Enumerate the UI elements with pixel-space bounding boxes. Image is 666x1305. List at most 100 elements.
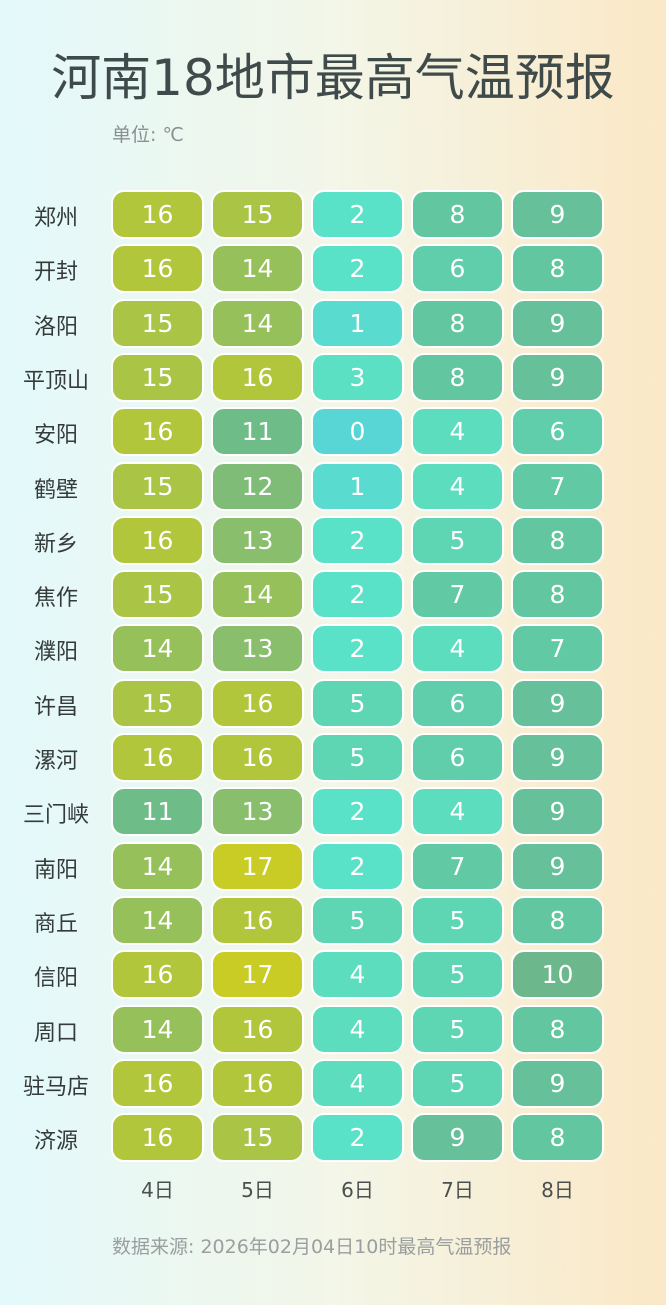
heatmap-cell: 14 xyxy=(211,298,304,348)
heatmap-cell: 6 xyxy=(411,733,504,782)
day-label: 7日 xyxy=(441,1178,474,1202)
heatmap-cell: 7 xyxy=(511,461,604,511)
heatmap-cell: 9 xyxy=(511,352,604,402)
heatmap-cell: 6 xyxy=(411,244,504,294)
heatmap-cell: 11 xyxy=(211,407,304,457)
heatmap-cell: 2 xyxy=(311,244,404,294)
heatmap-cell: 4 xyxy=(311,1004,404,1054)
city-label: 驻马店 xyxy=(22,1074,89,1100)
heatmap-cell: 10 xyxy=(511,950,604,1000)
heatmap-cell: 8 xyxy=(511,1113,604,1163)
heatmap-cell: 14 xyxy=(211,244,304,294)
heatmap-cell: 5 xyxy=(411,515,504,565)
heatmap-cell: 16 xyxy=(211,678,304,728)
city-label: 漯河 xyxy=(33,749,78,774)
city-label: 安阳 xyxy=(33,423,78,449)
city-label: 洛阳 xyxy=(33,314,78,340)
heatmap-cell: 14 xyxy=(111,624,204,674)
heatmap-cell: 16 xyxy=(111,1113,204,1163)
heatmap-cell: 13 xyxy=(211,787,304,837)
heatmap-cell: 16 xyxy=(211,895,304,945)
heatmap-cell: 5 xyxy=(311,733,404,782)
heatmap-cell: 2 xyxy=(311,787,404,837)
heatmap-cell: 8 xyxy=(511,895,604,945)
heatmap-cell: 9 xyxy=(511,298,604,348)
city-label: 信阳 xyxy=(33,966,78,992)
heatmap-cell: 17 xyxy=(211,841,304,891)
city-label: 郑州 xyxy=(33,206,78,231)
city-label: 周口 xyxy=(33,1020,78,1046)
heatmap-cell: 0 xyxy=(311,407,404,457)
page-title: 河南18地市最高气温预报 xyxy=(51,49,615,107)
city-label: 许昌 xyxy=(33,694,78,720)
city-label: 新乡 xyxy=(33,531,78,557)
heatmap-cell: 16 xyxy=(211,1004,304,1054)
heatmap-cell: 16 xyxy=(111,1058,204,1108)
heatmap-cell: 9 xyxy=(411,1113,504,1163)
heatmap-cell: 15 xyxy=(111,352,204,402)
heatmap-cell: 9 xyxy=(511,190,604,239)
day-label: 4日 xyxy=(141,1178,174,1202)
heatmap-cell: 15 xyxy=(111,570,204,620)
heatmap-cell: 13 xyxy=(211,624,304,674)
heatmap-cell: 4 xyxy=(411,407,504,457)
heatmap-cell: 16 xyxy=(111,515,204,565)
heatmap-cell: 9 xyxy=(511,1058,604,1108)
day-label: 6日 xyxy=(341,1178,374,1202)
heatmap-cell: 1 xyxy=(311,461,404,511)
heatmap-cell: 13 xyxy=(211,515,304,565)
city-label: 开封 xyxy=(33,260,78,286)
heatmap-cell: 12 xyxy=(211,461,304,511)
heatmap-cell: 16 xyxy=(211,1058,304,1108)
heatmap-cell: 4 xyxy=(311,950,404,1000)
heatmap-cell: 7 xyxy=(411,841,504,891)
heatmap-cell: 16 xyxy=(211,733,304,782)
heatmap-cell: 16 xyxy=(111,190,204,239)
city-label: 南阳 xyxy=(33,857,78,883)
heatmap-cell: 2 xyxy=(311,1113,404,1163)
heatmap-cell: 14 xyxy=(111,1004,204,1054)
city-label: 商丘 xyxy=(33,911,78,937)
heatmap-cell: 15 xyxy=(111,298,204,348)
heatmap-cell: 14 xyxy=(111,841,204,891)
city-label: 焦作 xyxy=(33,586,78,612)
heatmap-cell: 3 xyxy=(311,352,404,402)
city-label: 鹤壁 xyxy=(33,477,78,503)
heatmap-cell: 9 xyxy=(511,733,604,782)
heatmap-cell: 16 xyxy=(111,733,204,782)
heatmap-cell: 4 xyxy=(411,787,504,837)
heatmap-cell: 16 xyxy=(111,244,204,294)
heatmap-cell: 8 xyxy=(411,352,504,402)
heatmap-cell: 9 xyxy=(511,678,604,728)
heatmap-cell: 15 xyxy=(111,461,204,511)
heatmap-cell: 2 xyxy=(311,190,404,239)
heatmap-cell: 8 xyxy=(411,298,504,348)
city-label: 三门峡 xyxy=(22,803,89,829)
city-label: 济源 xyxy=(33,1129,78,1155)
heatmap-cell: 2 xyxy=(311,515,404,565)
heatmap-cell: 5 xyxy=(411,1004,504,1054)
heatmap-cell: 7 xyxy=(411,570,504,620)
heatmap-cell: 16 xyxy=(111,950,204,1000)
heatmap-cell: 2 xyxy=(311,624,404,674)
heatmap-cell: 1 xyxy=(311,298,404,348)
heatmap-cell: 8 xyxy=(511,1004,604,1054)
heatmap-cell: 7 xyxy=(511,624,604,674)
heatmap-cell: 8 xyxy=(511,570,604,620)
heatmap-cell: 5 xyxy=(311,678,404,728)
heatmap-cell: 14 xyxy=(111,895,204,945)
heatmap-cell: 5 xyxy=(411,1058,504,1108)
heatmap-cell: 9 xyxy=(511,787,604,837)
heatmap-cell: 5 xyxy=(411,895,504,945)
heatmap-cell: 4 xyxy=(411,461,504,511)
unit-label: 单位: ℃ xyxy=(112,124,184,146)
heatmap-cell: 5 xyxy=(411,950,504,1000)
heatmap-cell: 16 xyxy=(111,407,204,457)
heatmap-cell: 2 xyxy=(311,570,404,620)
heatmap-cell: 6 xyxy=(511,407,604,457)
heatmap-cell: 6 xyxy=(411,678,504,728)
heatmap-cell: 4 xyxy=(411,624,504,674)
heatmap-cell: 5 xyxy=(311,895,404,945)
heatmap-cell: 9 xyxy=(511,841,604,891)
